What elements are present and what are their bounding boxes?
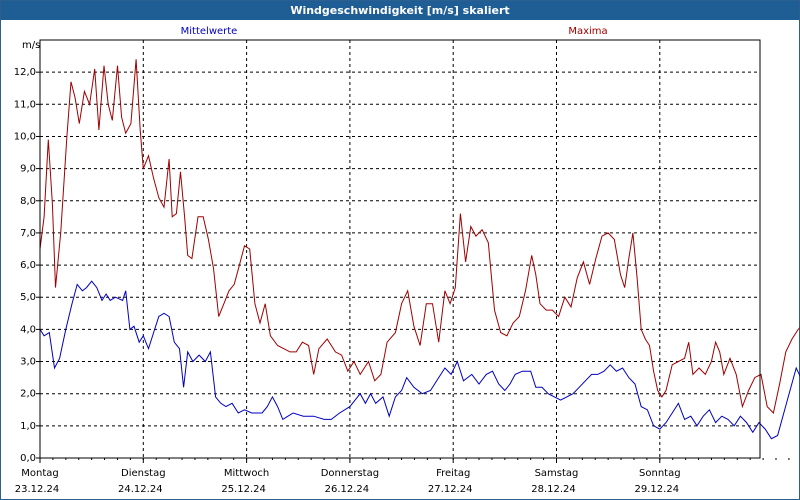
y-tick-label: 1,0 <box>20 421 36 432</box>
x-tick-day: Montag <box>21 468 58 479</box>
x-tick-date: 24.12.24 <box>118 484 163 495</box>
x-tick-date: 29.12.24 <box>635 484 680 495</box>
y-tick-label: 3,0 <box>20 357 36 368</box>
x-tick-date: 28.12.24 <box>531 484 576 495</box>
y-tick-label: 12,0 <box>14 67 36 78</box>
x-tick-date: 25.12.24 <box>221 484 266 495</box>
x-tick-day: Sonntag <box>639 468 681 479</box>
plot-frame <box>39 39 761 459</box>
x-tick-day: Dienstag <box>121 468 166 479</box>
y-tick-label: 2,0 <box>20 389 36 400</box>
y-tick-label: 0,0 <box>20 453 36 464</box>
window-title: Windgeschwindigkeit [m/s] skaliert <box>1 1 799 20</box>
x-tick-day: Mittwoch <box>224 468 269 479</box>
y-tick-label: 11,0 <box>14 99 36 110</box>
y-axis-label: m/s <box>22 40 40 51</box>
y-tick-label: 9,0 <box>20 164 36 175</box>
y-tick-label: 8,0 <box>20 196 36 207</box>
legend-mittelwerte: Mittelwerte <box>181 26 238 37</box>
series-line-maxima <box>39 59 800 415</box>
y-tick-label: 7,0 <box>20 228 36 239</box>
y-tick-label: 10,0 <box>14 131 36 142</box>
x-tick-day: Freitag <box>436 468 470 479</box>
x-tick-date: 27.12.24 <box>428 484 473 495</box>
series-line-mittelwerte <box>39 280 800 440</box>
labels: 0,0 1,0 2,0 3,0 4,0 5,0 6,0 7,0 8,0 9,0 10,0 11,0 12… <box>14 26 681 495</box>
legend-maxima: Maxima <box>568 26 607 37</box>
y-tick-label: 4,0 <box>20 324 36 335</box>
y-tick-label: 6,0 <box>20 260 36 271</box>
grid <box>40 40 760 458</box>
x-tick-day: Donnerstag <box>321 468 379 479</box>
y-tick-label: 5,0 <box>20 292 36 303</box>
series-layer <box>39 59 800 440</box>
x-tick-date: 23.12.24 <box>15 484 60 495</box>
x-tick-date: 26.12.24 <box>325 484 370 495</box>
x-tick-day: Samstag <box>535 468 579 479</box>
axes <box>36 39 790 463</box>
